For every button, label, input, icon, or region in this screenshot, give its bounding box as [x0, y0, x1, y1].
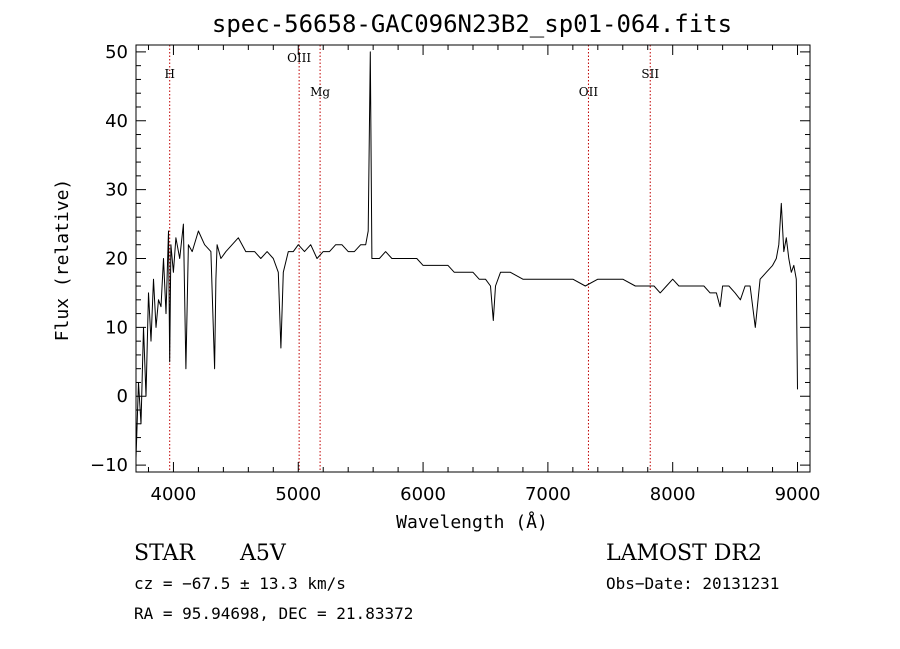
plot-frame	[135, 44, 811, 473]
marker-label-oii: OII	[579, 85, 599, 99]
spectrum-line-0	[135, 51, 798, 459]
y-tick-label-10: 10	[105, 317, 128, 338]
spectrum-layer	[135, 51, 798, 459]
coordinates: RA = 95.94698, DEC = 21.83372	[134, 604, 413, 623]
x-tick-label-8000: 8000	[650, 484, 696, 505]
x-tick-label-4000: 4000	[151, 484, 197, 505]
x-tick-label-9000: 9000	[775, 484, 821, 505]
y-tick-label-20: 20	[105, 249, 128, 270]
object-type: STAR	[134, 541, 196, 566]
y-tick-label-40: 40	[105, 111, 128, 132]
x-axis-label: Wavelength (Å)	[396, 511, 548, 533]
marker-label-sii: SII	[641, 67, 659, 81]
marker-label-mg: Mg	[310, 85, 330, 99]
y-axis-label: Flux (relative)	[52, 179, 73, 342]
y-tick-label-30: 30	[105, 180, 128, 201]
line-marker-layer: H OIII Mg OII SII	[164, 45, 659, 472]
object-subclass: A5V	[239, 541, 287, 566]
marker-label-h: H	[164, 67, 174, 81]
y-tick-label-0: 0	[117, 386, 128, 407]
survey-name: LAMOST DR2	[606, 541, 762, 566]
x-tick-label-5000: 5000	[275, 484, 321, 505]
marker-label-oiii: OIII	[287, 51, 311, 65]
chart-title: spec-56658-GAC096N23B2_sp01-064.fits	[212, 10, 732, 38]
y-tick-label-50: 50	[105, 42, 128, 63]
y-tick-label--10: −10	[90, 455, 128, 476]
x-tick-label-6000: 6000	[400, 484, 446, 505]
x-tick-label-7000: 7000	[525, 484, 571, 505]
tick-layer: 4000 5000 6000 7000 8000 9000 −10 0 10 20 30 40 50	[90, 42, 820, 505]
redshift-velocity: cz = −67.5 ± 13.3 km/s	[134, 574, 346, 593]
observation-date: Obs−Date: 20131231	[606, 574, 779, 593]
